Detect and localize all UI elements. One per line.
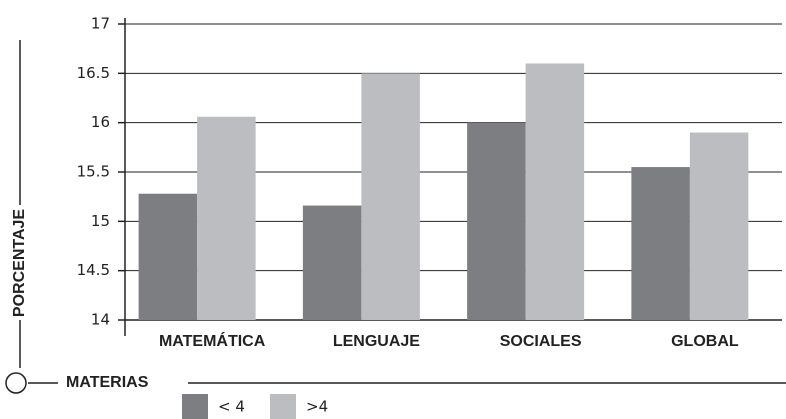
y-tick-label: 15.5 — [77, 163, 110, 181]
bar — [525, 63, 585, 320]
bar — [361, 73, 420, 320]
bar — [689, 132, 749, 320]
axis-origin-icon — [5, 372, 27, 394]
y-tick-label: 16.5 — [77, 64, 110, 82]
bar — [302, 205, 362, 320]
legend-swatch — [270, 394, 296, 419]
bar — [138, 193, 198, 320]
y-tick-label: 16 — [91, 113, 110, 131]
bar — [467, 122, 526, 321]
legend-label: >4 — [306, 398, 328, 416]
y-tick-label: 14.5 — [77, 261, 110, 279]
y-tick-label: 15 — [91, 212, 110, 230]
y-axis-label: PORCENTAJE — [11, 209, 28, 317]
bar — [197, 116, 256, 320]
legend-swatch — [182, 394, 208, 419]
y-tick-label: 17 — [91, 15, 110, 33]
y-tick-label: 14 — [91, 311, 110, 329]
x-tick-label: MATEMÁTICA — [159, 331, 266, 350]
x-axis-label: MATERIAS — [66, 374, 149, 391]
legend-label: < 4 — [218, 398, 245, 416]
x-tick-label: LENGUAJE — [333, 333, 420, 350]
bar — [631, 167, 690, 320]
x-tick-label: GLOBAL — [671, 333, 739, 350]
x-tick-label: SOCIALES — [500, 333, 582, 350]
